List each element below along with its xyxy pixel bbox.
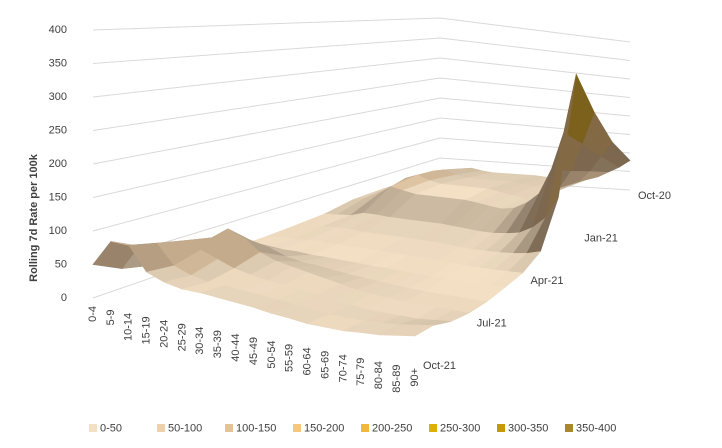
x-tick-label: 90+: [409, 368, 421, 387]
legend-swatch: [497, 424, 505, 432]
legend-swatch: [361, 424, 369, 432]
z-tick-label: 150: [49, 191, 67, 203]
x-tick-label: 85-89: [391, 365, 403, 393]
legend-label: 50-100: [168, 422, 202, 434]
z-tick-label: 400: [49, 24, 67, 36]
x-tick-label: 20-24: [158, 320, 170, 348]
z-tick-label: 200: [49, 158, 67, 170]
y-tick-label: Apr-21: [531, 275, 564, 287]
legend-label: 100-150: [236, 422, 276, 434]
legend-label: 150-200: [304, 422, 344, 434]
z-tick-label: 100: [49, 225, 67, 237]
legend-swatch: [293, 424, 301, 432]
legend-label: 0-50: [100, 422, 122, 434]
x-tick-label: 40-44: [230, 334, 242, 362]
legend-label: 200-250: [372, 422, 412, 434]
legend-label: 250-300: [440, 422, 480, 434]
axis-title: Rolling 7d Rate per 100k: [28, 153, 40, 282]
surface-cell: [396, 324, 434, 337]
legend-swatch: [157, 424, 165, 432]
legend-label: 300-350: [508, 422, 548, 434]
x-tick-label: 10-14: [123, 313, 135, 341]
x-tick-label: 55-59: [284, 344, 296, 372]
y-tick-label: Oct-21: [423, 360, 456, 372]
z-tick-label: 250: [49, 124, 67, 136]
x-tick-label: 30-34: [194, 327, 206, 355]
x-tick-label: 15-19: [141, 316, 153, 344]
grid-line: [92, 77, 631, 131]
y-tick-label: Jul-21: [477, 317, 507, 329]
grid-line: [92, 97, 631, 165]
grid-line: [92, 57, 631, 98]
x-tick-label: 35-39: [212, 330, 224, 358]
x-tick-label: 25-29: [176, 323, 188, 351]
x-tick-label: 70-74: [337, 354, 349, 382]
legend-swatch: [225, 424, 233, 432]
x-tick-label: 5-9: [105, 309, 117, 325]
z-tick-label: 50: [55, 258, 67, 270]
legend-swatch: [429, 424, 437, 432]
x-tick-label: 45-49: [248, 337, 260, 365]
x-tick-label: 80-84: [373, 361, 385, 389]
x-tick-label: 0-4: [87, 306, 99, 322]
x-tick-label: 60-64: [302, 347, 314, 375]
y-tick-label: Jan-21: [584, 232, 618, 244]
legend-swatch: [89, 424, 97, 432]
grid-line: [92, 37, 631, 64]
legend-label: 350-400: [576, 422, 616, 434]
x-tick-label: 75-79: [355, 358, 367, 386]
x-tick-label: 50-54: [266, 340, 278, 368]
x-tick-label: 65-69: [319, 351, 331, 379]
grid-line: [92, 17, 631, 43]
z-tick-label: 350: [49, 57, 67, 69]
legend-swatch: [565, 424, 573, 432]
z-tick-label: 0: [61, 292, 67, 304]
z-tick-label: 300: [49, 91, 67, 103]
y-tick-label: Oct-20: [638, 190, 671, 202]
